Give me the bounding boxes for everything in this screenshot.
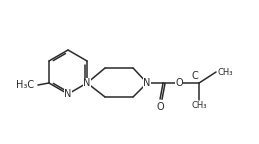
Text: O: O — [156, 102, 164, 112]
Text: H₃C: H₃C — [16, 80, 34, 90]
Text: CH₃: CH₃ — [217, 68, 233, 76]
Text: C: C — [191, 71, 198, 81]
Text: O: O — [175, 78, 183, 88]
Text: N: N — [143, 78, 151, 88]
Text: N: N — [83, 78, 91, 88]
Text: N: N — [64, 89, 72, 99]
Text: CH₃: CH₃ — [191, 101, 207, 110]
